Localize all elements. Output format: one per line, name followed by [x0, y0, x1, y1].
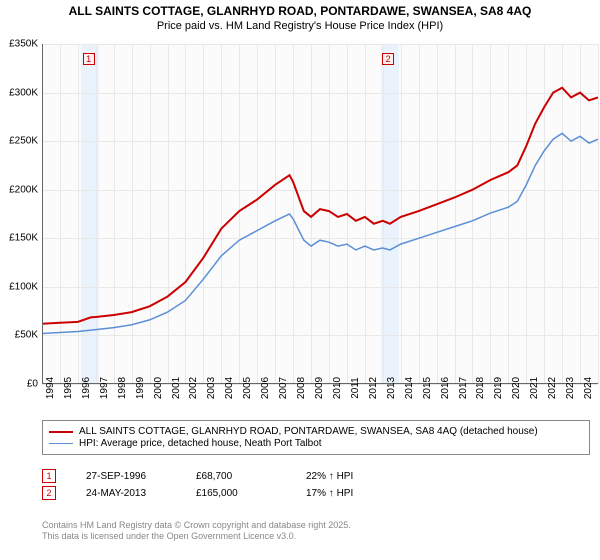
xtick-label: 2023 [565, 377, 576, 399]
xtick-label: 2008 [296, 377, 307, 399]
xtick-label: 2013 [386, 377, 397, 399]
plot-marker: 1 [83, 53, 95, 65]
xtick-label: 1995 [63, 377, 74, 399]
copyright: Contains HM Land Registry data © Crown c… [42, 520, 351, 542]
ytick-label: £300K [0, 87, 38, 98]
ytick-label: £100K [0, 281, 38, 292]
series-hpi [42, 133, 598, 333]
legend-item: ALL SAINTS COTTAGE, GLANRHYD ROAD, PONTA… [49, 426, 583, 437]
xtick-label: 2007 [278, 377, 289, 399]
copyright-line2: This data is licensed under the Open Gov… [42, 531, 351, 542]
xtick-label: 2011 [350, 377, 361, 399]
plot-svg [42, 44, 598, 384]
gridline-v [598, 44, 599, 384]
ytick-label: £350K [0, 39, 38, 50]
legend-label: HPI: Average price, detached house, Neat… [79, 438, 322, 449]
legend-swatch [49, 443, 73, 445]
legend-item: HPI: Average price, detached house, Neat… [49, 438, 583, 449]
xtick-label: 2004 [224, 377, 235, 399]
xtick-label: 1996 [81, 377, 92, 399]
xtick-label: 2010 [332, 377, 343, 399]
copyright-line1: Contains HM Land Registry data © Crown c… [42, 520, 351, 531]
xtick-label: 2006 [260, 377, 271, 399]
xtick-label: 1994 [45, 377, 56, 399]
ytick-label: £250K [0, 136, 38, 147]
xtick-label: 2015 [422, 377, 433, 399]
xtick-label: 2001 [171, 377, 182, 399]
ytick-label: £0 [0, 379, 38, 390]
xtick-label: 1998 [117, 377, 128, 399]
xtick-label: 2022 [547, 377, 558, 399]
xtick-label: 2019 [493, 377, 504, 399]
xtick-label: 2014 [404, 377, 415, 399]
sale-date: 24-MAY-2013 [86, 488, 166, 499]
xtick-label: 2000 [153, 377, 164, 399]
xtick-label: 2018 [475, 377, 486, 399]
sale-date: 27-SEP-1996 [86, 471, 166, 482]
legend-swatch [49, 431, 73, 433]
sale-delta: 22% ↑ HPI [306, 471, 386, 482]
sales-table: 1 27-SEP-1996 £68,700 22% ↑ HPI 2 24-MAY-2013… [42, 466, 416, 503]
xtick-label: 2003 [206, 377, 217, 399]
sale-price: £165,000 [196, 488, 276, 499]
sale-marker: 1 [42, 469, 56, 483]
sale-price: £68,700 [196, 471, 276, 482]
ytick-label: £150K [0, 233, 38, 244]
sales-row: 2 24-MAY-2013 £165,000 17% ↑ HPI [42, 486, 416, 500]
sales-row: 1 27-SEP-1996 £68,700 22% ↑ HPI [42, 469, 416, 483]
xtick-label: 2016 [440, 377, 451, 399]
y-axis [42, 44, 43, 384]
chart-container: ALL SAINTS COTTAGE, GLANRHYD ROAD, PONTA… [0, 0, 600, 560]
xtick-label: 2005 [242, 377, 253, 399]
plot-area: 12 [42, 44, 598, 384]
xtick-label: 1997 [99, 377, 110, 399]
xtick-label: 2017 [458, 377, 469, 399]
xtick-label: 1999 [135, 377, 146, 399]
sale-marker: 2 [42, 486, 56, 500]
series-price_paid [42, 88, 598, 324]
sale-delta: 17% ↑ HPI [306, 488, 386, 499]
ytick-label: £50K [0, 330, 38, 341]
xtick-label: 2024 [583, 377, 594, 399]
legend: ALL SAINTS COTTAGE, GLANRHYD ROAD, PONTA… [42, 420, 590, 455]
legend-label: ALL SAINTS COTTAGE, GLANRHYD ROAD, PONTA… [79, 426, 538, 437]
chart-title: ALL SAINTS COTTAGE, GLANRHYD ROAD, PONTA… [0, 0, 600, 20]
plot-marker: 2 [382, 53, 394, 65]
ytick-label: £200K [0, 184, 38, 195]
chart-subtitle: Price paid vs. HM Land Registry's House … [0, 20, 600, 38]
xtick-label: 2002 [188, 377, 199, 399]
xtick-label: 2009 [314, 377, 325, 399]
xtick-label: 2012 [368, 377, 379, 399]
xtick-label: 2020 [511, 377, 522, 399]
xtick-label: 2021 [529, 377, 540, 399]
